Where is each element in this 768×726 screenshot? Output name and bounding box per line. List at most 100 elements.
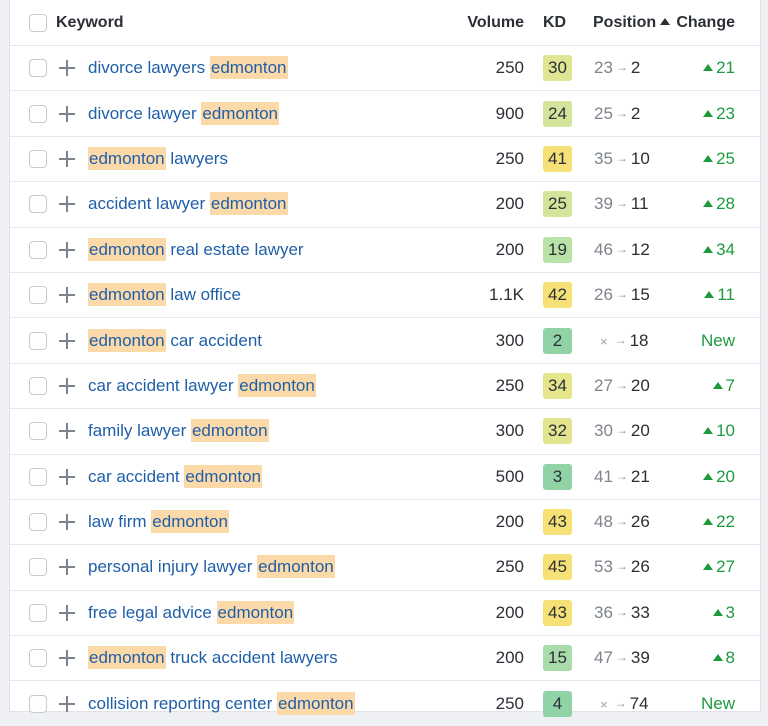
volume-column-header[interactable]: Volume	[467, 14, 524, 31]
keyword-link[interactable]: family lawyer edmonton	[88, 419, 269, 443]
row-checkbox[interactable]	[29, 649, 47, 668]
kd-column-header[interactable]: KD	[543, 14, 567, 31]
change-value: 8	[712, 648, 735, 668]
keyword-link[interactable]: free legal advice edmonton	[88, 600, 295, 624]
row-checkbox[interactable]	[29, 558, 47, 577]
position-column-header[interactable]: Position	[593, 14, 671, 32]
volume-value: 1.1K	[489, 285, 524, 305]
keyword-link[interactable]: edmonton truck accident lawyers	[88, 646, 338, 670]
row-checkbox[interactable]	[29, 376, 47, 395]
table-row: free legal advice edmonton 200 43 36 → 33 3	[10, 591, 760, 637]
change-text: 28	[716, 194, 735, 214]
add-keyword-icon[interactable]	[58, 241, 76, 259]
position-from: 41	[594, 466, 613, 486]
position-from: 53	[594, 557, 613, 577]
keyword-link[interactable]: collision reporting center edmonton	[88, 691, 355, 715]
change-text: 8	[725, 648, 735, 668]
table-row: accident lawyer edmonton 200 25 39 → 11 28	[10, 182, 760, 228]
add-keyword-icon[interactable]	[58, 195, 76, 213]
add-keyword-icon[interactable]	[58, 513, 76, 531]
keyword-link[interactable]: edmonton car accident	[88, 328, 262, 352]
select-all-checkbox[interactable]	[29, 13, 47, 32]
position-from: 47	[594, 648, 613, 668]
add-keyword-icon[interactable]	[58, 558, 76, 576]
position-change: 47 → 39	[594, 648, 650, 668]
arrow-right-icon: →	[615, 468, 628, 483]
keyword-highlight: edmonton	[88, 328, 166, 352]
keyword-column-header[interactable]: Keyword	[56, 14, 124, 31]
change-text: 34	[716, 239, 735, 259]
keyword-highlight: edmonton	[209, 192, 288, 216]
change-text: 27	[716, 557, 735, 577]
row-checkbox[interactable]	[29, 59, 47, 78]
keyword-highlight: edmonton	[88, 646, 166, 670]
keyword-link[interactable]: law firm edmonton	[88, 510, 229, 534]
change-text: 21	[716, 58, 735, 78]
row-checkbox[interactable]	[29, 331, 47, 350]
volume-value: 200	[495, 602, 524, 622]
change-value: 23	[703, 104, 735, 124]
change-value: New	[701, 331, 735, 351]
arrow-right-icon: →	[615, 604, 628, 619]
row-checkbox[interactable]	[29, 467, 47, 486]
row-checkbox[interactable]	[29, 694, 47, 713]
position-to: 26	[630, 512, 650, 532]
row-checkbox[interactable]	[29, 286, 47, 305]
arrow-right-icon: →	[615, 150, 628, 165]
arrow-up-icon	[704, 291, 715, 299]
arrow-up-icon	[703, 427, 714, 435]
position-to: 2	[630, 103, 641, 123]
keyword-link[interactable]: accident lawyer edmonton	[88, 192, 288, 216]
change-text: New	[700, 330, 735, 350]
row-checkbox[interactable]	[29, 240, 47, 259]
row-checkbox[interactable]	[29, 104, 47, 123]
add-keyword-icon[interactable]	[58, 377, 76, 395]
keyword-text-before: law firm	[88, 512, 152, 532]
add-keyword-icon[interactable]	[58, 150, 76, 168]
keyword-link[interactable]: personal injury lawyer edmonton	[88, 555, 335, 579]
keyword-highlight: edmonton	[190, 419, 269, 443]
row-checkbox[interactable]	[29, 149, 47, 168]
add-keyword-icon[interactable]	[58, 695, 76, 713]
position-to: 2	[630, 58, 641, 78]
row-checkbox[interactable]	[29, 422, 47, 441]
sort-ascending-icon	[660, 18, 671, 25]
keyword-link[interactable]: divorce lawyer edmonton	[88, 101, 279, 125]
keyword-link[interactable]: edmonton real estate lawyer	[88, 237, 304, 261]
position-header-label: Position	[593, 14, 657, 31]
keyword-highlight: edmonton	[257, 555, 335, 579]
keyword-link[interactable]: edmonton lawyers	[88, 146, 228, 170]
keyword-text-after: real estate lawyer	[165, 239, 304, 259]
position-change: 23 → 2	[594, 58, 640, 78]
add-keyword-icon[interactable]	[58, 286, 76, 304]
add-keyword-icon[interactable]	[58, 105, 76, 123]
keyword-link[interactable]: car accident edmonton	[88, 464, 263, 488]
table-row: personal injury lawyer edmonton 250 45 53 → 2…	[10, 545, 760, 591]
position-to: 33	[630, 602, 650, 622]
keyword-highlight: edmonton	[238, 373, 316, 397]
row-checkbox[interactable]	[29, 603, 47, 622]
add-keyword-icon[interactable]	[58, 649, 76, 667]
change-text: New	[700, 693, 735, 713]
add-keyword-icon[interactable]	[58, 422, 76, 440]
add-keyword-icon[interactable]	[58, 604, 76, 622]
position-to: 26	[630, 557, 650, 577]
change-column-header[interactable]: Change	[676, 14, 735, 31]
kd-badge: 42	[543, 282, 572, 309]
keyword-link[interactable]: edmonton law office	[88, 283, 241, 307]
volume-value: 250	[495, 375, 524, 395]
change-value: 28	[703, 194, 735, 214]
arrow-up-icon	[712, 381, 723, 389]
table-row: car accident edmonton 500 3 41 → 21 20	[10, 455, 760, 500]
arrow-right-icon: →	[615, 650, 628, 665]
add-keyword-icon[interactable]	[58, 332, 76, 350]
keyword-link[interactable]: divorce lawyers edmonton	[88, 56, 288, 80]
row-checkbox[interactable]	[29, 513, 47, 532]
add-keyword-icon[interactable]	[58, 59, 76, 77]
position-change: 25 → 2	[594, 104, 640, 124]
keyword-highlight: edmonton	[216, 600, 295, 624]
row-checkbox[interactable]	[29, 195, 47, 214]
keyword-link[interactable]: car accident lawyer edmonton	[88, 373, 316, 397]
position-from: 35	[594, 148, 613, 168]
add-keyword-icon[interactable]	[58, 468, 76, 486]
